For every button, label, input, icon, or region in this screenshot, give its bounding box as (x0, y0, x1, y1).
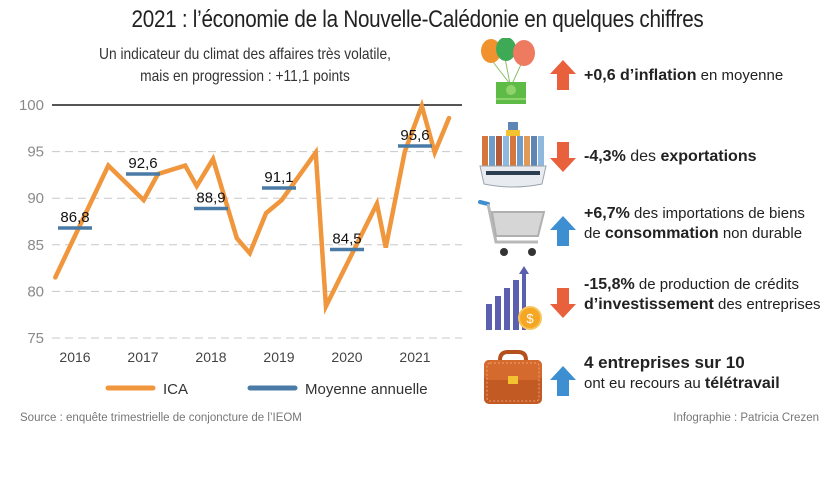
kpi-exportations: -4,3% des exportations (478, 120, 833, 190)
y-axis-ticks: 100 95 90 85 80 75 (19, 97, 44, 347)
annual-average-label: 95,6 (400, 127, 429, 144)
kpi-text: non durable (718, 225, 803, 242)
kpi-line2: d’investissement des entreprises (584, 295, 821, 315)
kpi-text: de (584, 225, 605, 242)
kpi-keyword: consommation (604, 225, 719, 242)
credit-note: Infographie : Patricia Crezen (673, 412, 819, 424)
bar-chart-coin-icon: $ (486, 266, 542, 330)
kpi-description: des (625, 148, 661, 165)
annual-average-label: 88,9 (196, 189, 225, 206)
arrow-down-icon (550, 288, 576, 318)
y-tick-label: 75 (27, 330, 44, 347)
kpi-value: -15,8% (584, 276, 635, 293)
money-balloons-icon (481, 38, 535, 104)
legend-label-moyenne: Moyenne annuelle (305, 381, 428, 398)
arrow-up-icon (550, 216, 576, 246)
briefcase-icon (484, 350, 542, 404)
kpi-text: ont eu recours au (584, 375, 705, 392)
annual-average-label: 92,6 (128, 155, 157, 172)
x-tick-label: 2019 (263, 349, 294, 365)
kpi-value: 4 entreprises sur 10 (584, 353, 745, 372)
annual-average-label: 91,1 (264, 169, 293, 186)
kpi-value: +6,7% (584, 205, 630, 222)
kpi-value: -4,3% (584, 148, 626, 165)
page-title: 2021 : l’économie de la Nouvelle-Calédon… (131, 6, 704, 33)
y-tick-label: 90 (27, 190, 44, 207)
x-tick-label: 2016 (59, 349, 90, 365)
annual-average-label: 86,8 (60, 209, 89, 226)
kpi-description: de production de crédits (634, 276, 799, 293)
ica-line (53, 98, 452, 315)
kpi-value: +0,6 d’inflation (584, 67, 697, 84)
kpi-credits-text: -15,8% de production de crédits d’invest… (584, 275, 821, 315)
kpi-line1: -15,8% de production de crédits (584, 275, 821, 295)
kpi-keyword: d’investissement (584, 296, 714, 313)
kpi-teletravail-text: 4 entreprises sur 10 ont eu recours au t… (584, 353, 780, 394)
kpi-teletravail: 4 entreprises sur 10 ont eu recours au t… (478, 346, 833, 416)
ica-line-chart: 100 95 90 85 80 75 2016 2017 2018 2019 2020 2021 8… (19, 97, 462, 398)
legend-label-ica: ICA (163, 381, 188, 398)
chart-subtitle-line2: mais en progression : +11,1 points (140, 68, 350, 85)
chart-subtitle-line1: Un indicateur du climat des affaires trè… (99, 46, 391, 63)
shopping-cart-icon (478, 200, 546, 256)
chart-subtitle: Un indicateur du climat des affaires trè… (73, 44, 417, 88)
kpi-inflation-text: +0,6 d’inflation en moyenne (584, 66, 783, 86)
y-tick-label: 85 (27, 237, 44, 254)
x-tick-label: 2018 (195, 349, 226, 365)
x-tick-label: 2020 (331, 349, 362, 365)
kpi-keyword: télétravail (704, 375, 780, 392)
kpi-text: des entreprises (713, 296, 821, 313)
kpi-importations: +6,7% des importations de biens de conso… (478, 196, 833, 266)
y-tick-label: 95 (27, 144, 44, 161)
x-tick-label: 2021 (399, 349, 430, 365)
chart-legend: ICA Moyenne annuelle (105, 381, 428, 398)
annual-average-label: 84,5 (332, 230, 361, 247)
source-note: Source : enquête trimestrielle de conjon… (20, 412, 302, 424)
kpi-line1: +6,7% des importations de biens (584, 204, 805, 224)
series-ica (53, 98, 452, 315)
arrow-down-icon (550, 142, 576, 172)
arrow-up-icon (550, 366, 576, 396)
kpi-exportations-text: -4,3% des exportations (584, 147, 757, 167)
arrow-up-icon (550, 60, 576, 90)
kpi-line2: de consommation non durable (584, 224, 805, 244)
kpi-inflation: +0,6 d’inflation en moyenne (478, 38, 833, 108)
y-tick-label: 80 (27, 283, 44, 300)
svg-text:$: $ (526, 311, 534, 326)
kpi-importations-text: +6,7% des importations de biens de conso… (584, 204, 805, 244)
cargo-ship-icon (479, 122, 547, 188)
kpi-line2: ont eu recours au télétravail (584, 374, 780, 394)
x-tick-label: 2017 (127, 349, 158, 365)
kpi-credits-investissement: $ -15,8% de production de crédits d’inve… (478, 266, 833, 336)
y-tick-label: 100 (19, 97, 44, 114)
x-axis-ticks: 2016 2017 2018 2019 2020 2021 (59, 349, 430, 365)
kpi-line1: 4 entreprises sur 10 (584, 353, 780, 374)
kpi-description: en moyenne (696, 67, 784, 84)
series-moyenne-annuelle: 86,8 92,6 88,9 91,1 84,5 95,6 (58, 127, 432, 252)
kpi-keyword: exportations (660, 148, 757, 165)
kpi-description: des importations de biens (629, 205, 805, 222)
